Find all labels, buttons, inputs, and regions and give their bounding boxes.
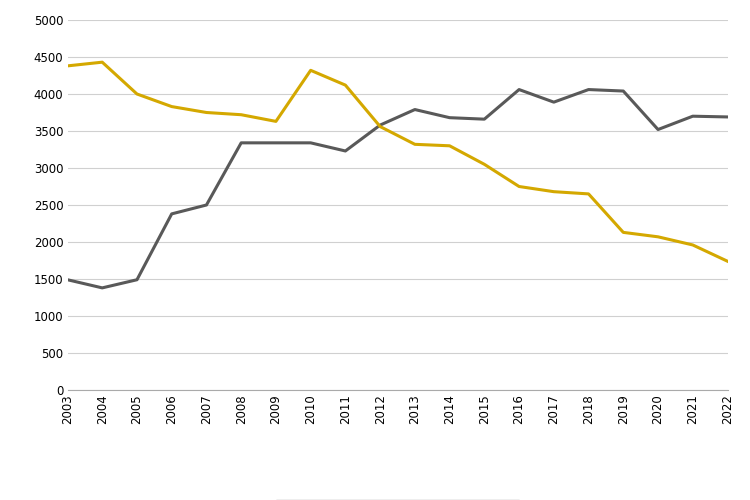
Ekspor (341, 82, 350, 88)
Domestik (653, 126, 662, 132)
Domestik (480, 116, 489, 122)
Domestik (167, 211, 176, 217)
Domestik (619, 88, 628, 94)
Domestik (688, 113, 698, 119)
Domestik (98, 285, 106, 291)
Line: Ekspor: Ekspor (68, 62, 728, 261)
Ekspor (723, 258, 732, 264)
Ekspor (306, 68, 315, 73)
Domestik (133, 276, 142, 282)
Ekspor (514, 184, 523, 190)
Ekspor (549, 188, 558, 194)
Ekspor (133, 91, 142, 97)
Ekspor (619, 230, 628, 235)
Ekspor (202, 110, 211, 116)
Domestik (549, 99, 558, 105)
Ekspor (376, 124, 385, 130)
Domestik (514, 86, 523, 92)
Ekspor (653, 234, 662, 240)
Domestik (584, 86, 593, 92)
Domestik (63, 276, 72, 282)
Ekspor (167, 104, 176, 110)
Domestik (306, 140, 315, 146)
Ekspor (445, 143, 454, 149)
Line: Domestik: Domestik (68, 90, 728, 288)
Ekspor (480, 162, 489, 168)
Domestik (723, 114, 732, 120)
Ekspor (98, 59, 106, 65)
Ekspor (237, 112, 246, 117)
Domestik (341, 148, 350, 154)
Domestik (272, 140, 280, 146)
Ekspor (410, 142, 419, 148)
Domestik (376, 122, 385, 128)
Domestik (410, 106, 419, 112)
Domestik (237, 140, 246, 146)
Domestik (445, 114, 454, 120)
Ekspor (63, 63, 72, 69)
Ekspor (688, 242, 698, 248)
Domestik (202, 202, 211, 208)
Ekspor (272, 118, 280, 124)
Ekspor (584, 191, 593, 197)
